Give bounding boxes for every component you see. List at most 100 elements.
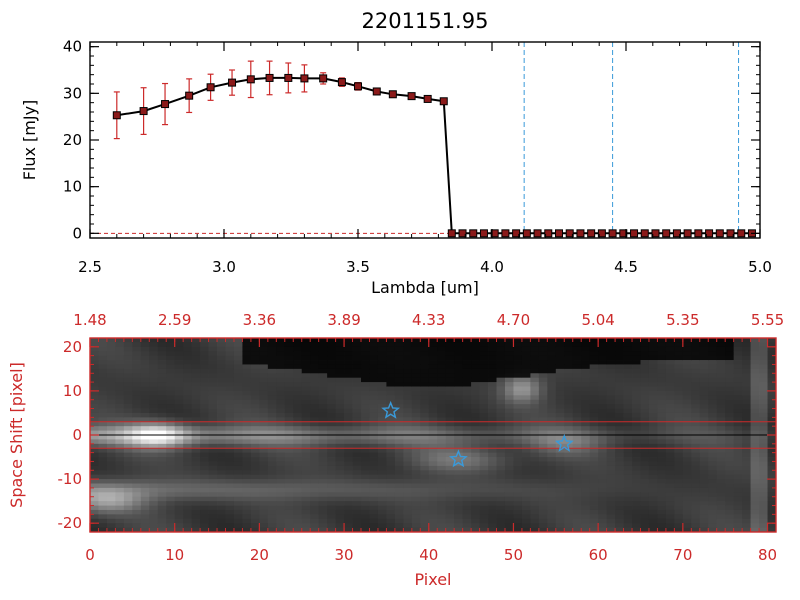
image-pixel — [344, 351, 353, 357]
image-pixel — [572, 505, 582, 511]
image-pixel — [648, 421, 658, 427]
image-pixel — [293, 470, 303, 476]
image-pixel — [632, 487, 641, 493]
image-pixel — [200, 474, 209, 480]
image-pixel — [335, 342, 345, 348]
image-pixel — [293, 421, 303, 427]
image-pixel — [403, 509, 413, 515]
image-pixel — [140, 435, 150, 440]
image-pixel — [759, 386, 768, 392]
image-pixel — [733, 443, 743, 449]
image-pixel — [149, 404, 159, 409]
image-pixel — [183, 399, 193, 405]
image-pixel — [708, 426, 718, 431]
image-pixel — [140, 412, 150, 418]
image-pixel — [411, 452, 421, 458]
image-pixel — [665, 518, 675, 524]
image-pixel — [132, 496, 142, 502]
image-pixel — [725, 386, 735, 392]
image-pixel — [555, 382, 565, 387]
image-pixel — [657, 435, 667, 440]
image-pixel — [615, 346, 624, 352]
image-pixel — [454, 377, 464, 383]
image-pixel — [725, 483, 735, 489]
image-pixel — [140, 509, 150, 515]
image-pixel — [386, 470, 396, 476]
image-pixel — [572, 368, 582, 374]
image-pixel — [318, 417, 328, 423]
image-pixel — [166, 470, 176, 476]
image-pixel — [665, 351, 675, 357]
image-pixel — [191, 351, 201, 357]
image-pixel — [284, 338, 294, 343]
image-pixel — [589, 527, 599, 533]
image-pixel — [284, 399, 294, 405]
image-pixel — [318, 470, 328, 476]
image-pixel — [750, 523, 760, 528]
image-pixel — [708, 457, 718, 462]
image-pixel — [488, 368, 497, 374]
image-pixel — [555, 426, 565, 431]
image-pixel — [581, 377, 591, 383]
image-pixel — [369, 439, 379, 445]
image-pixel — [327, 426, 337, 431]
image-pixel — [106, 505, 116, 511]
image-pixel — [708, 386, 718, 392]
image-pixel — [513, 417, 523, 423]
image-pixel — [767, 439, 777, 445]
image-pixel — [708, 509, 718, 515]
image-pixel — [267, 360, 277, 365]
image-pixel — [318, 527, 328, 533]
image-pixel — [725, 439, 735, 445]
image-pixel — [267, 461, 277, 467]
image-pixel — [335, 527, 345, 533]
data-point — [479, 229, 488, 238]
image-pixel — [598, 435, 608, 440]
image-pixel — [259, 457, 269, 462]
x-tick-label: 20 — [250, 546, 269, 564]
image-pixel — [615, 386, 624, 392]
data-point — [640, 229, 649, 238]
source-star-marker — [381, 400, 401, 419]
image-pixel — [725, 377, 735, 383]
image-pixel — [488, 373, 497, 379]
image-pixel — [149, 505, 159, 511]
image-pixel — [293, 452, 303, 458]
image-pixel — [208, 457, 218, 462]
image-pixel — [403, 360, 413, 365]
image-pixel — [149, 461, 159, 467]
image-pixel — [767, 408, 777, 414]
image-pixel — [623, 443, 633, 449]
image-pixel — [174, 483, 184, 489]
image-pixel — [98, 527, 108, 533]
image-pixel — [496, 461, 506, 467]
image-pixel — [284, 505, 294, 511]
image-pixel — [344, 443, 353, 449]
image-pixel — [742, 465, 751, 471]
image-pixel — [225, 461, 235, 467]
image-pixel — [369, 435, 379, 440]
image-pixel — [606, 496, 616, 502]
image-pixel — [208, 412, 218, 418]
image-pixel — [725, 395, 735, 401]
image-pixel — [691, 342, 701, 348]
image-pixel — [369, 408, 379, 414]
image-pixel — [742, 364, 751, 370]
image-pixel — [547, 395, 557, 401]
image-pixel — [106, 501, 116, 506]
image-pixel — [174, 373, 184, 379]
image-pixel — [301, 457, 311, 462]
image-pixel — [106, 430, 116, 436]
image-pixel — [682, 360, 692, 365]
image-pixel — [369, 483, 379, 489]
image-pixel — [437, 518, 447, 524]
image-pixel — [420, 452, 430, 458]
image-pixel — [352, 461, 362, 467]
image-pixel — [555, 390, 565, 396]
image-pixel — [632, 404, 641, 409]
image-pixel — [217, 479, 226, 484]
image-pixel — [335, 426, 345, 431]
image-pixel — [259, 465, 269, 471]
image-pixel — [572, 346, 582, 352]
image-pixel — [708, 338, 718, 343]
